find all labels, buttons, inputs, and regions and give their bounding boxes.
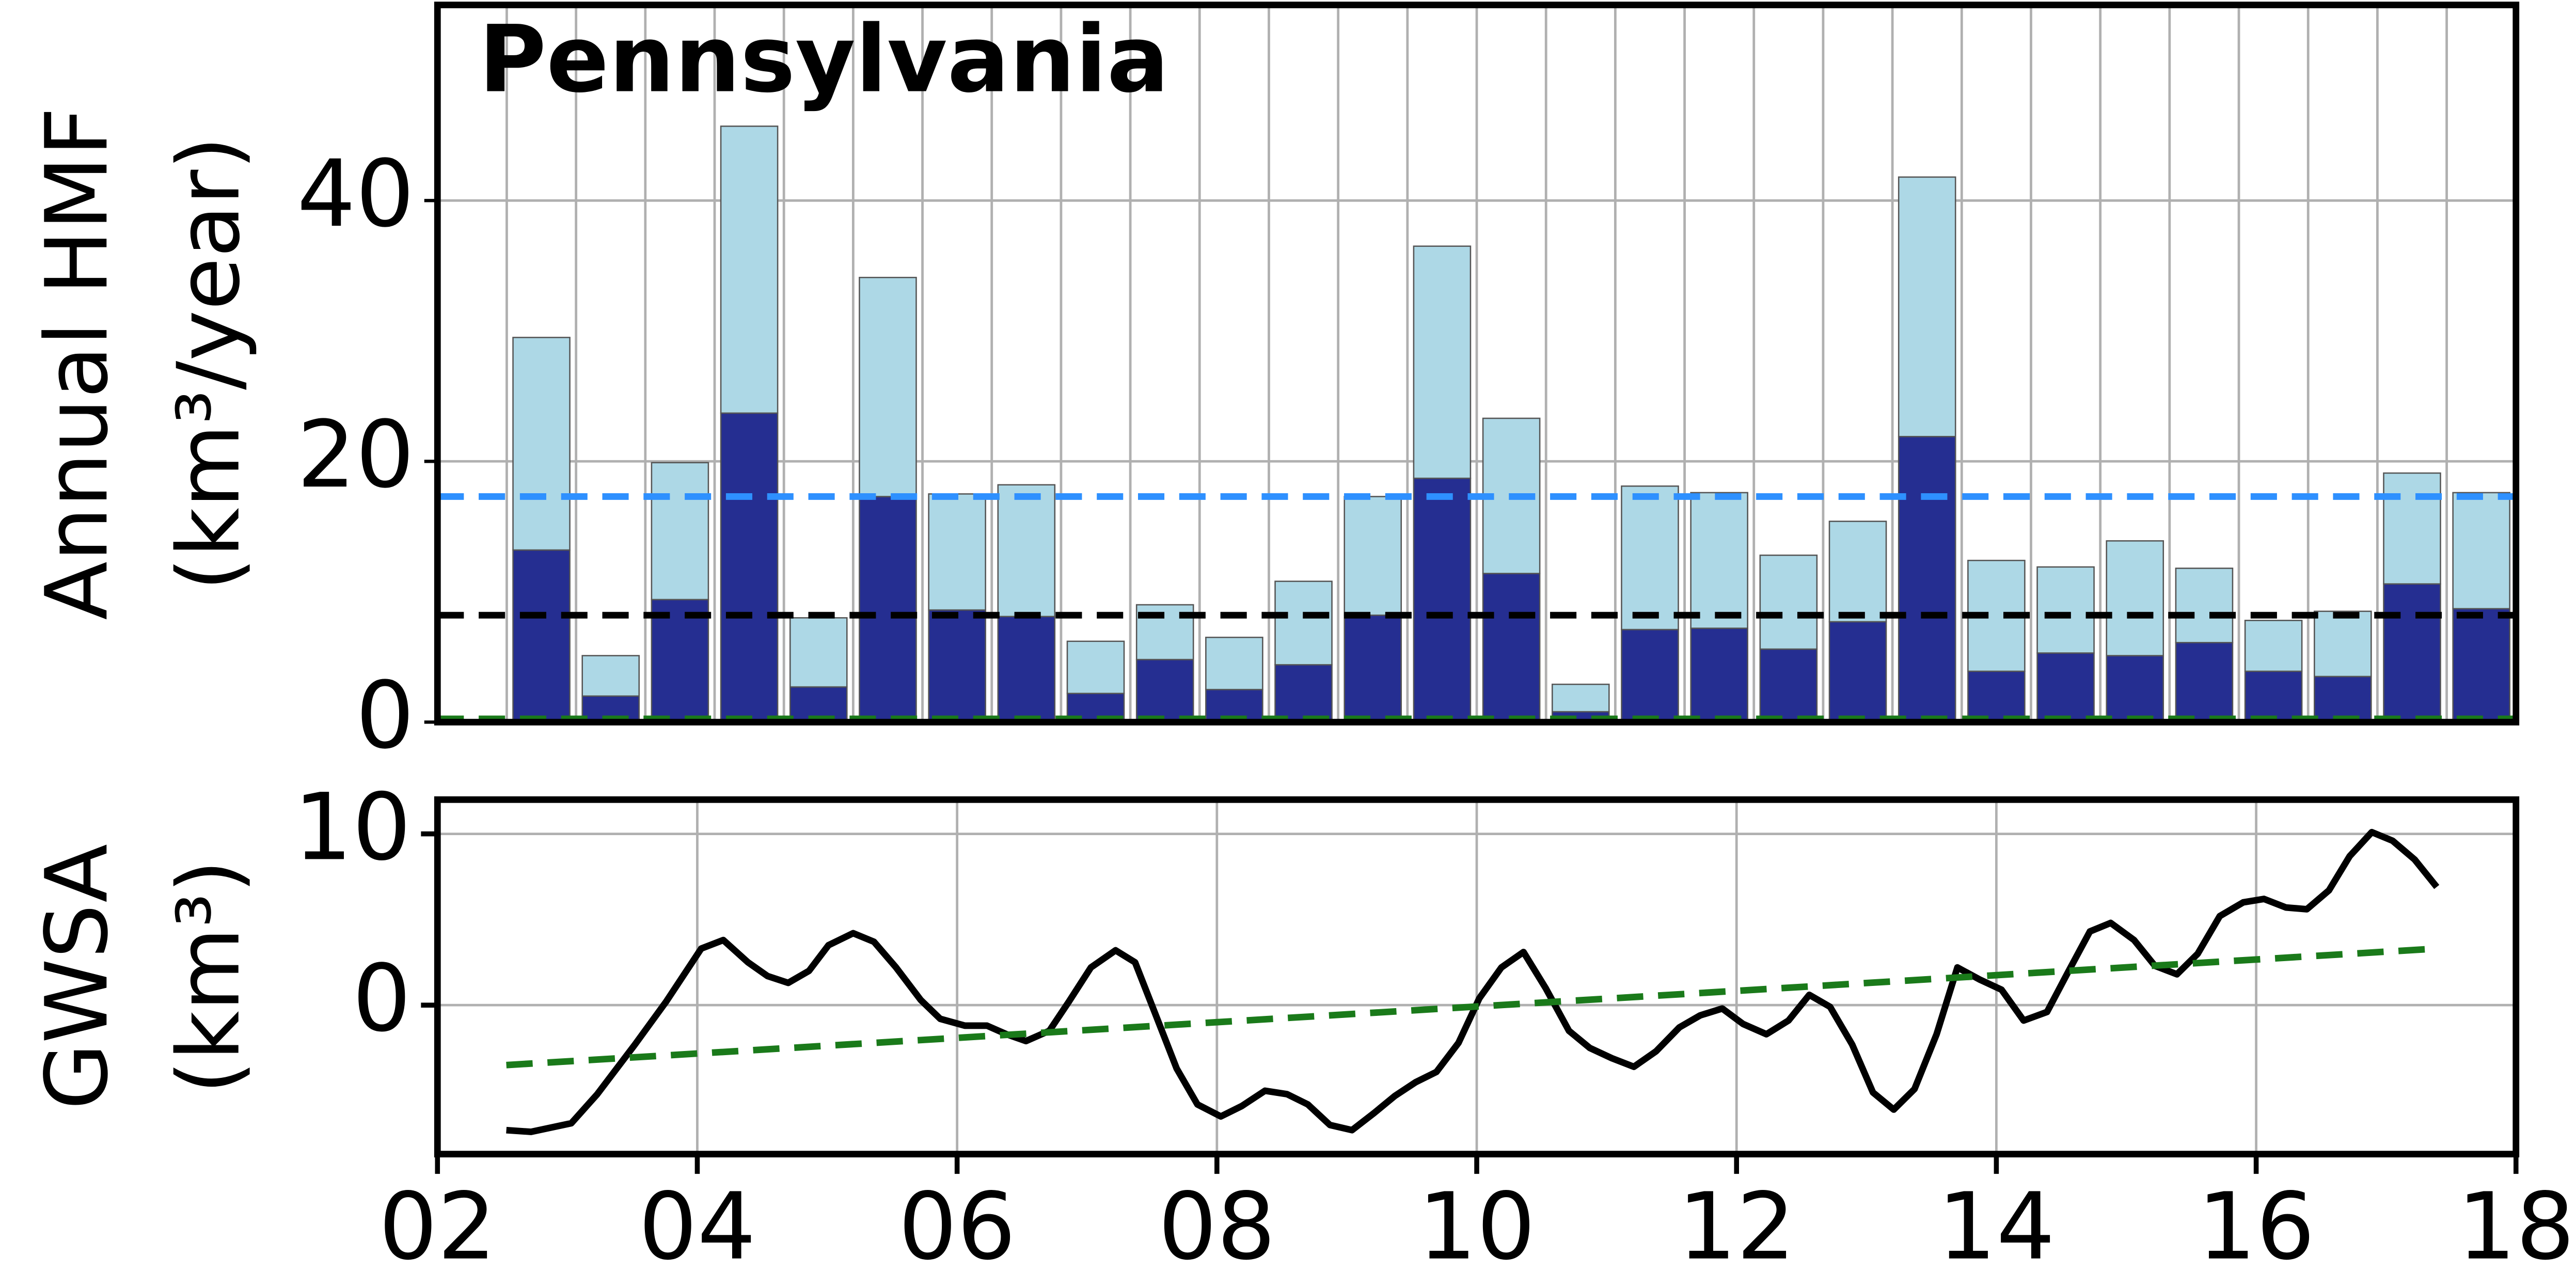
bar	[2383, 472, 2441, 585]
bar	[2106, 540, 2164, 656]
x-tick-label: 18	[2457, 1173, 2574, 1281]
bar	[789, 617, 848, 688]
bar	[2452, 608, 2510, 723]
bar	[1274, 664, 1333, 723]
y-axis-label: GWSA	[27, 844, 127, 1110]
bar	[581, 655, 640, 697]
bar	[2175, 568, 2234, 644]
bar	[2314, 676, 2372, 723]
bar	[1344, 614, 1402, 723]
bar	[1828, 521, 1887, 623]
bar	[1690, 492, 1748, 629]
y-axis-label: (km³/year)	[160, 136, 259, 591]
bar	[928, 609, 986, 723]
bar	[1413, 245, 1472, 479]
bar	[2244, 670, 2303, 723]
y-axis-label: (km³)	[160, 859, 259, 1094]
bar	[997, 484, 1056, 617]
bar	[720, 126, 779, 414]
bar	[651, 462, 709, 601]
y-tick-label: 0	[356, 662, 415, 770]
bar	[651, 599, 709, 723]
bar	[512, 337, 571, 551]
bar	[1759, 554, 1818, 650]
x-tick-label: 12	[1678, 1173, 1795, 1281]
bar	[2175, 641, 2234, 723]
bar	[1482, 573, 1541, 723]
bar	[2244, 620, 2303, 672]
bar	[1621, 629, 1679, 723]
x-tick-label: 02	[379, 1173, 496, 1281]
bar	[1066, 640, 1125, 694]
bar	[2383, 583, 2441, 723]
y-tick-label: 40	[297, 140, 414, 248]
x-tick-label: 06	[898, 1173, 1016, 1281]
y-axis-label: Annual HMF	[27, 107, 127, 620]
bar	[1552, 683, 1610, 713]
bar	[928, 493, 986, 611]
bar	[1344, 496, 1402, 616]
bar	[1967, 670, 2026, 723]
bar	[1621, 485, 1679, 631]
x-tick-label: 04	[639, 1173, 756, 1281]
x-tick-label: 10	[1418, 1173, 1535, 1281]
bar	[1413, 477, 1472, 723]
y-tick-label: 0	[352, 945, 411, 1053]
bar	[1898, 436, 1956, 723]
x-tick-label: 16	[2198, 1173, 2315, 1281]
bar	[2106, 655, 2164, 723]
bar	[1828, 621, 1887, 723]
trend-line	[506, 945, 2437, 1069]
bar	[1205, 636, 1263, 691]
y-tick-label: 20	[297, 401, 414, 509]
bar	[2314, 610, 2372, 678]
bar	[1135, 658, 1194, 723]
bar	[997, 616, 1056, 723]
bar	[1274, 581, 1333, 666]
bar	[2036, 652, 2095, 723]
x-tick-label: 08	[1158, 1173, 1275, 1281]
plot-frame	[434, 2, 2520, 726]
chart-title: Pennsylvania	[479, 6, 1169, 114]
bar	[1759, 648, 1818, 723]
x-tick-label: 14	[1938, 1173, 2055, 1281]
bar	[1690, 628, 1748, 723]
bar	[1898, 176, 1956, 437]
data-line	[506, 828, 2440, 1135]
bar	[2036, 566, 2095, 654]
bar	[859, 496, 917, 723]
bar	[859, 276, 917, 497]
y-tick-label: 10	[294, 774, 411, 881]
bar	[720, 412, 779, 723]
bar	[2452, 492, 2510, 609]
bar	[512, 549, 571, 723]
plot-frame	[434, 796, 2520, 1157]
